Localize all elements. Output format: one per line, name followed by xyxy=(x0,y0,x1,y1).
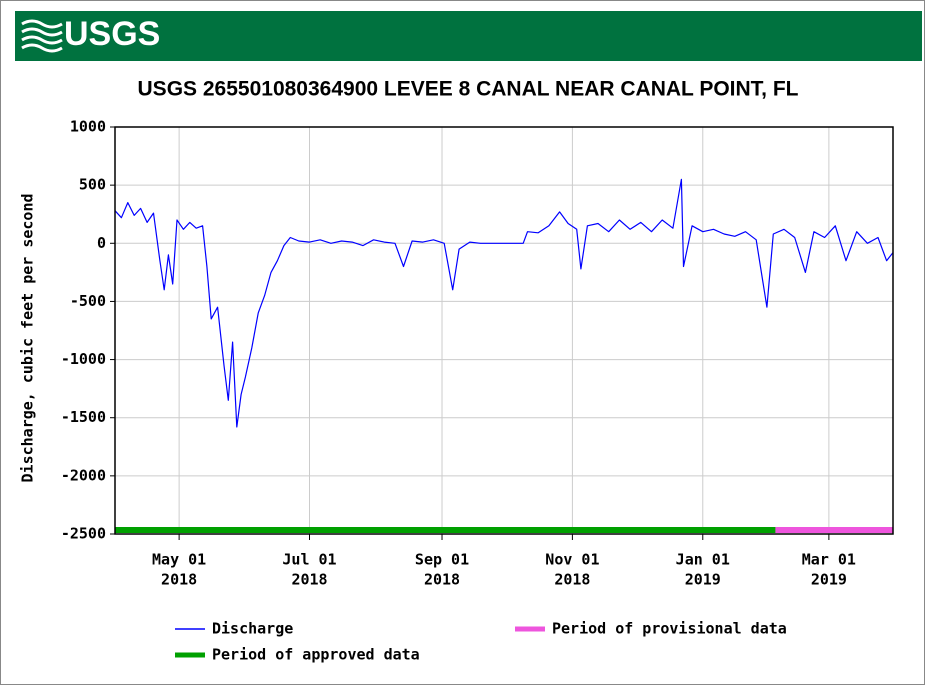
period-bar xyxy=(115,527,776,533)
y-tick-label: -2500 xyxy=(61,525,106,543)
x-tick-label: 2019 xyxy=(811,571,847,589)
period-bar xyxy=(775,527,893,533)
legend-label: Discharge xyxy=(212,620,293,638)
x-tick-label: 2018 xyxy=(554,571,590,589)
data-line xyxy=(114,178,894,428)
y-tick-label: 500 xyxy=(79,176,106,194)
x-tick-label: May 01 xyxy=(152,551,206,569)
y-tick-label: 0 xyxy=(97,234,106,252)
x-tick-label: Jul 01 xyxy=(282,551,336,569)
y-axis-label: Discharge, cubic feet per second xyxy=(19,194,37,483)
header-band xyxy=(15,11,922,61)
x-tick-label: 2019 xyxy=(685,571,721,589)
x-tick-label: 2018 xyxy=(424,571,460,589)
logo-icon xyxy=(21,19,63,53)
x-tick-label: Mar 01 xyxy=(802,551,856,569)
x-tick-label: Nov 01 xyxy=(545,551,599,569)
x-tick-label: Sep 01 xyxy=(415,551,469,569)
y-tick-label: 1000 xyxy=(70,118,106,136)
x-tick-label: 2018 xyxy=(161,571,197,589)
x-tick-label: Jan 01 xyxy=(676,551,730,569)
y-tick-label: -1500 xyxy=(61,408,106,426)
x-tick-label: 2018 xyxy=(291,571,327,589)
logo-text: USGS xyxy=(64,15,160,53)
y-tick-label: -2000 xyxy=(61,466,106,484)
legend-label: Period of provisional data xyxy=(552,620,787,638)
plot-frame xyxy=(114,126,894,535)
y-tick-label: -1000 xyxy=(61,350,106,368)
y-tick-label: -500 xyxy=(70,292,106,310)
legend-label: Period of approved data xyxy=(212,646,420,664)
chart-title: USGS 265501080364900 LEVEE 8 CANAL NEAR … xyxy=(138,78,799,101)
